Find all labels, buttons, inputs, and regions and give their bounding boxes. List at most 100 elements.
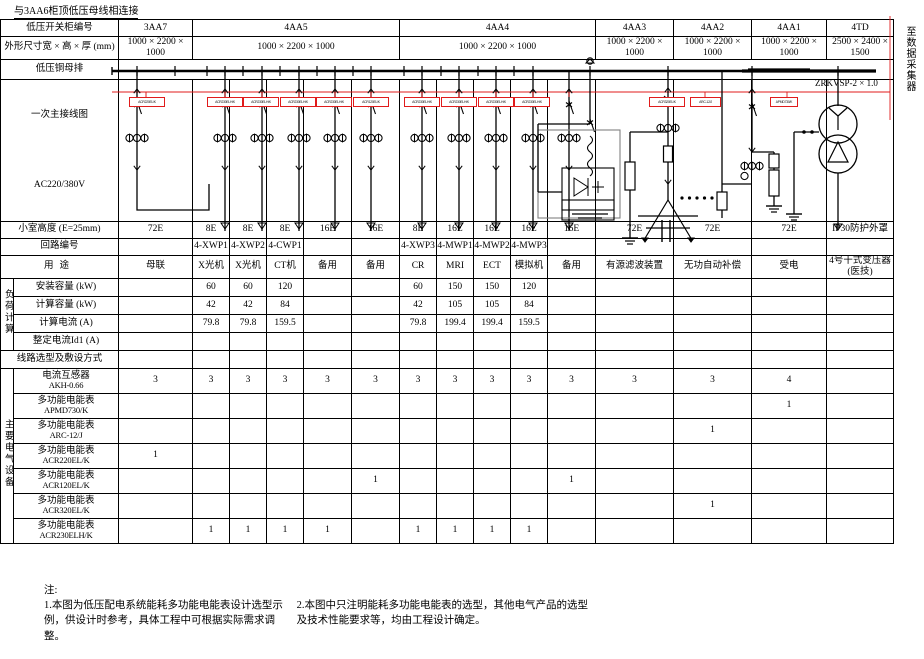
equipment-count-5-0 bbox=[118, 492, 194, 519]
cell-height-0: 72E bbox=[118, 220, 194, 239]
install_cap-5 bbox=[351, 277, 401, 297]
circuit-number-0 bbox=[118, 237, 194, 256]
equipment-count-2-9 bbox=[510, 417, 549, 444]
calc_cap-9: 84 bbox=[510, 295, 549, 315]
equipment-count-1-14 bbox=[826, 392, 895, 419]
note-1: 1.本图为低压配电系统能耗多功能电能表设计选型示例，供设计时参考，具体工程中可根… bbox=[44, 600, 283, 642]
cable-type-10 bbox=[547, 349, 597, 369]
equipment-count-6-7: 1 bbox=[436, 517, 475, 544]
meter-label-ACR220ELK: ACR220EL/K bbox=[129, 97, 165, 107]
calc_cap-5 bbox=[351, 295, 401, 315]
equipment-count-3-0: 1 bbox=[118, 442, 194, 469]
cable-type-1 bbox=[192, 349, 231, 369]
set_current-1 bbox=[192, 331, 231, 351]
calc_cap-1: 42 bbox=[192, 295, 231, 315]
set_current-3 bbox=[266, 331, 305, 351]
equipment-count-2-6 bbox=[399, 417, 438, 444]
calc_cap-12 bbox=[673, 295, 753, 315]
equipment-count-1-3 bbox=[266, 392, 305, 419]
equipment-count-4-12 bbox=[673, 467, 753, 494]
set_current-5 bbox=[351, 331, 401, 351]
equipment-count-1-8 bbox=[473, 392, 512, 419]
install_cap-9: 120 bbox=[510, 277, 549, 297]
calc_cap-3: 84 bbox=[266, 295, 305, 315]
row-label-dimensions: 外形尺寸宽 × 高 × 厚 (mm) bbox=[0, 36, 120, 60]
meter-label-ACR230ELHK: ACR230ELH/K bbox=[514, 97, 550, 107]
equipment-count-0-0: 3 bbox=[118, 367, 194, 394]
cabinet-name-4AA2: 4AA2 bbox=[673, 19, 753, 37]
calc_cap-0 bbox=[118, 295, 194, 315]
calc_cap-13 bbox=[751, 295, 828, 315]
install_cap-0 bbox=[118, 277, 194, 297]
equipment-count-0-5: 3 bbox=[351, 367, 401, 394]
cable-type-5 bbox=[351, 349, 401, 369]
cable-type-2 bbox=[229, 349, 268, 369]
calc_current-7: 199.4 bbox=[436, 313, 475, 333]
notes-block: 注: 1.本图为低压配电系统能耗多功能电能表设计选型示例，供设计时参考，具体工程… bbox=[44, 583, 597, 644]
circuit-number-4 bbox=[303, 237, 353, 256]
row-equipment-4: 多功能电能表 ACR120EL/K 1 1 bbox=[1, 467, 895, 494]
circuit-number-6: 4-XWP3 bbox=[399, 237, 438, 256]
equipment-count-0-4: 3 bbox=[303, 367, 353, 394]
equipment-count-5-11 bbox=[595, 492, 675, 519]
cell-height-6: 8E bbox=[399, 220, 438, 239]
circuit-number-3: 4-CWP1 bbox=[266, 237, 305, 256]
circuit-number-1: 4-XWP1 bbox=[192, 237, 231, 256]
equipment-count-2-0 bbox=[118, 417, 194, 444]
set_current-2 bbox=[229, 331, 268, 351]
equipment-count-6-5 bbox=[351, 517, 401, 544]
equipment-count-3-10 bbox=[547, 442, 597, 469]
row-calc-current: 计算电流 (A) 79.8 79.8 159.5 79.8 199.4 199.4 159.5 bbox=[1, 313, 895, 333]
cell-height-9: 16E bbox=[510, 220, 549, 239]
equipment-count-3-5 bbox=[351, 442, 401, 469]
equipment-count-1-1 bbox=[192, 392, 231, 419]
equipment-count-5-10 bbox=[547, 492, 597, 519]
cell-height-2: 8E bbox=[229, 220, 268, 239]
equipment-name-AKH-0.66: 电流互感器 AKH-0.66 bbox=[12, 367, 120, 394]
calc_current-3: 159.5 bbox=[266, 313, 305, 333]
meter-label-ACR230ELHK: ACR230ELH/K bbox=[478, 97, 514, 107]
equipment-name-ACR120EL/K: 多功能电能表 ACR120EL/K bbox=[12, 467, 120, 494]
usage-11: 有源滤波装置 bbox=[595, 254, 675, 279]
meter-label-ACR230ELHK: ACR230ELH/K bbox=[404, 97, 440, 107]
equipment-count-3-2 bbox=[229, 442, 268, 469]
usage-10: 备用 bbox=[547, 254, 597, 279]
equipment-count-4-2 bbox=[229, 467, 268, 494]
cabinet-name-4AA4: 4AA4 bbox=[399, 19, 597, 37]
equipment-count-4-6 bbox=[399, 467, 438, 494]
install_cap-2: 60 bbox=[229, 277, 268, 297]
meter-label-ARC12J: ARC-12/J bbox=[690, 97, 721, 107]
usage-0: 母联 bbox=[118, 254, 194, 279]
circuit-number-13 bbox=[751, 237, 828, 256]
equipment-count-5-14 bbox=[826, 492, 895, 519]
cable-type-9 bbox=[510, 349, 549, 369]
equipment-count-3-13 bbox=[751, 442, 828, 469]
install_cap-10 bbox=[547, 277, 597, 297]
set_current-14 bbox=[826, 331, 895, 351]
equipment-count-2-4 bbox=[303, 417, 353, 444]
set_current-6 bbox=[399, 331, 438, 351]
notes-header: 注: bbox=[44, 585, 58, 596]
cable-type-7 bbox=[436, 349, 475, 369]
cable-type-12 bbox=[673, 349, 753, 369]
equipment-count-3-8 bbox=[473, 442, 512, 469]
calc_current-8: 199.4 bbox=[473, 313, 512, 333]
row-label-set_current: 整定电流Id1 (A) bbox=[12, 331, 120, 351]
equipment-count-2-8 bbox=[473, 417, 512, 444]
busbar-drawing-area bbox=[118, 58, 895, 80]
equipment-count-4-13 bbox=[751, 467, 828, 494]
row-cell-height: 小室高度 (E=25mm) 72E 8E 8E 8E 16E 16E 8E 16E 16E 16E 1… bbox=[0, 220, 895, 239]
equipment-count-2-11 bbox=[595, 417, 675, 444]
equipment-count-2-14 bbox=[826, 417, 895, 444]
install_cap-4 bbox=[303, 277, 353, 297]
cable-type-3 bbox=[266, 349, 305, 369]
row-group-load-calc: 负荷计算 bbox=[0, 277, 14, 351]
equipment-count-5-3 bbox=[266, 492, 305, 519]
cable-type-4 bbox=[303, 349, 353, 369]
row-label-calc_cap: 计算容量 (kW) bbox=[12, 295, 120, 315]
circuit-number-11 bbox=[595, 237, 675, 256]
equipment-name-ARC-12/J: 多功能电能表 ARC-12/J bbox=[12, 417, 120, 444]
meter-label-ACR230ELHK: ACR230ELH/K bbox=[316, 97, 352, 107]
schedule-grid: 低压开关柜编号 3AA7 4AA5 4AA4 4AA3 4AA2 4AA1 4TD 外形尺寸宽 … bbox=[0, 19, 895, 544]
row-label-schematic: 一次主接线图 AC220/380V bbox=[0, 78, 120, 222]
